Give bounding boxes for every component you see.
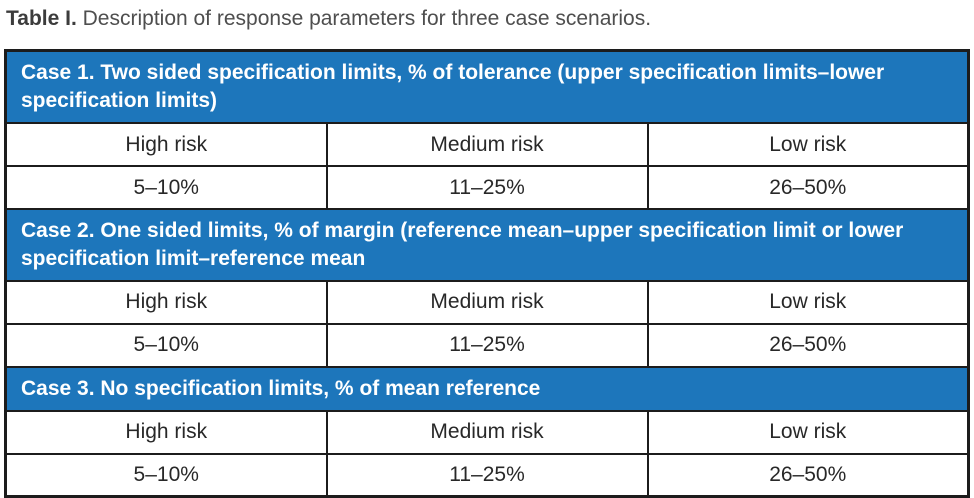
case-2-band: Case 2. One sided limits, % of margin (r…	[4, 208, 970, 282]
case-1-low-risk-value: 26–50%	[646, 165, 970, 211]
case-3-high-risk-header: High risk	[4, 409, 328, 455]
case-1-low-risk-header: Low risk	[646, 122, 970, 168]
table-row: High risk Medium risk Low risk	[4, 279, 970, 325]
case-2-low-risk-header: Low risk	[646, 279, 970, 325]
case-1-high-risk-header: High risk	[4, 122, 328, 168]
case-2-low-risk-value: 26–50%	[646, 322, 970, 368]
table-title-text: Description of response parameters for t…	[76, 7, 652, 30]
case-2-high-risk-header: High risk	[4, 279, 328, 325]
table-row: 5–10% 11–25% 26–50%	[4, 322, 970, 368]
case-1-band: Case 1. Two sided specification limits, …	[4, 49, 970, 125]
table-row: Case 3. No specification limits, % of me…	[4, 365, 970, 412]
table-row: High risk Medium risk Low risk	[4, 409, 970, 455]
case-3-low-risk-value: 26–50%	[646, 452, 970, 498]
case-1-medium-risk-value: 11–25%	[325, 165, 649, 211]
table-title: Table I. Description of response paramet…	[0, 0, 974, 32]
table-title-label: Table I.	[6, 7, 77, 30]
table-row: High risk Medium risk Low risk	[4, 122, 970, 168]
case-1-medium-risk-header: Medium risk	[325, 122, 649, 168]
case-3-medium-risk-value: 11–25%	[325, 452, 649, 498]
case-scenarios-table: Case 1. Two sided specification limits, …	[4, 49, 970, 498]
case-3-low-risk-header: Low risk	[646, 409, 970, 455]
case-1-high-risk-value: 5–10%	[4, 165, 328, 211]
case-3-band: Case 3. No specification limits, % of me…	[4, 365, 970, 412]
table-row: Case 2. One sided limits, % of margin (r…	[4, 208, 970, 282]
case-2-medium-risk-header: Medium risk	[325, 279, 649, 325]
table-row: 5–10% 11–25% 26–50%	[4, 452, 970, 498]
case-2-high-risk-value: 5–10%	[4, 322, 328, 368]
table-row: Case 1. Two sided specification limits, …	[4, 49, 970, 125]
table-row: 5–10% 11–25% 26–50%	[4, 165, 970, 211]
case-2-medium-risk-value: 11–25%	[325, 322, 649, 368]
case-3-medium-risk-header: Medium risk	[325, 409, 649, 455]
case-3-high-risk-value: 5–10%	[4, 452, 328, 498]
